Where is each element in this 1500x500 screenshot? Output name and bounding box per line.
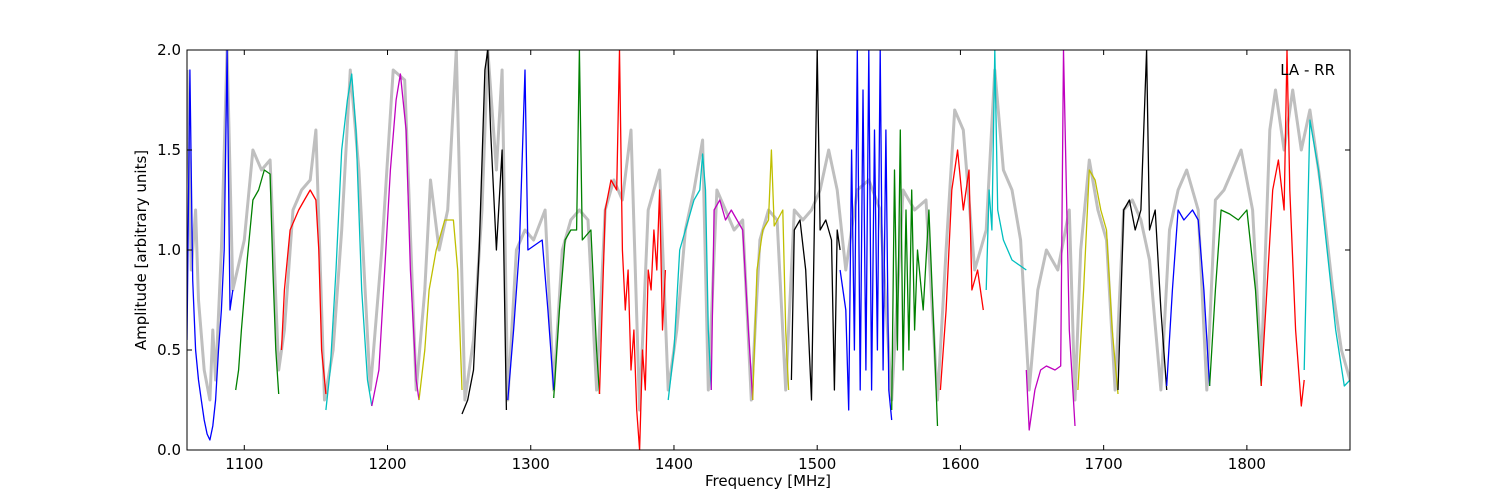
series-line-5 bbox=[418, 219, 463, 401]
series-line-9 bbox=[598, 50, 667, 450]
series-line-22 bbox=[1208, 209, 1262, 387]
series-line-10 bbox=[667, 153, 712, 401]
x-tick-label: 1200 bbox=[368, 455, 406, 473]
series-line-17 bbox=[985, 50, 1027, 291]
series-line-4 bbox=[371, 73, 420, 407]
x-tick-label: 1100 bbox=[225, 455, 263, 473]
series-line-19 bbox=[1077, 169, 1119, 395]
series-line-23 bbox=[1260, 50, 1305, 407]
series-line-16 bbox=[939, 149, 984, 391]
series-line-3 bbox=[325, 73, 373, 411]
y-axis: 0.0 0.5 1.0 1.5 2.0 bbox=[157, 41, 1350, 459]
series-line-6 bbox=[461, 50, 508, 415]
x-tick-label: 1700 bbox=[1085, 455, 1123, 473]
series-line-13 bbox=[790, 50, 841, 401]
series-line-18 bbox=[1025, 50, 1076, 431]
plot-area bbox=[187, 50, 1350, 450]
series-line-21 bbox=[1166, 209, 1211, 387]
x-axis: 1100 1200 1300 1400 1500 1600 1700 1800 bbox=[225, 50, 1266, 473]
background-trace bbox=[187, 50, 1350, 412]
series-line-14 bbox=[839, 50, 893, 421]
x-tick-label: 1800 bbox=[1228, 455, 1266, 473]
x-tick-label: 1600 bbox=[941, 455, 979, 473]
series-line-8 bbox=[553, 50, 601, 399]
series-line-7 bbox=[507, 69, 555, 401]
series-line-15 bbox=[891, 129, 939, 427]
series-line-1 bbox=[235, 169, 280, 395]
x-tick-label: 1300 bbox=[512, 455, 550, 473]
series-line-11 bbox=[710, 199, 754, 401]
x-axis-label: Frequency [MHz] bbox=[705, 472, 831, 490]
series-line-0 bbox=[187, 50, 234, 441]
y-tick-label: 0.5 bbox=[157, 341, 181, 359]
x-tick-label: 1400 bbox=[655, 455, 693, 473]
y-tick-label: 1.0 bbox=[157, 241, 181, 259]
annotation-text: LA - RR bbox=[1280, 61, 1335, 79]
y-axis-label: Amplitude [arbitrary units] bbox=[132, 150, 150, 350]
series-line-24 bbox=[1303, 119, 1350, 387]
y-tick-label: 2.0 bbox=[157, 41, 181, 59]
series-line-2 bbox=[280, 189, 327, 395]
x-tick-label: 1500 bbox=[798, 455, 836, 473]
y-tick-label: 0.0 bbox=[157, 441, 181, 459]
series-line-12 bbox=[752, 149, 790, 401]
series-line-20 bbox=[1117, 50, 1168, 391]
y-tick-label: 1.5 bbox=[157, 141, 181, 159]
